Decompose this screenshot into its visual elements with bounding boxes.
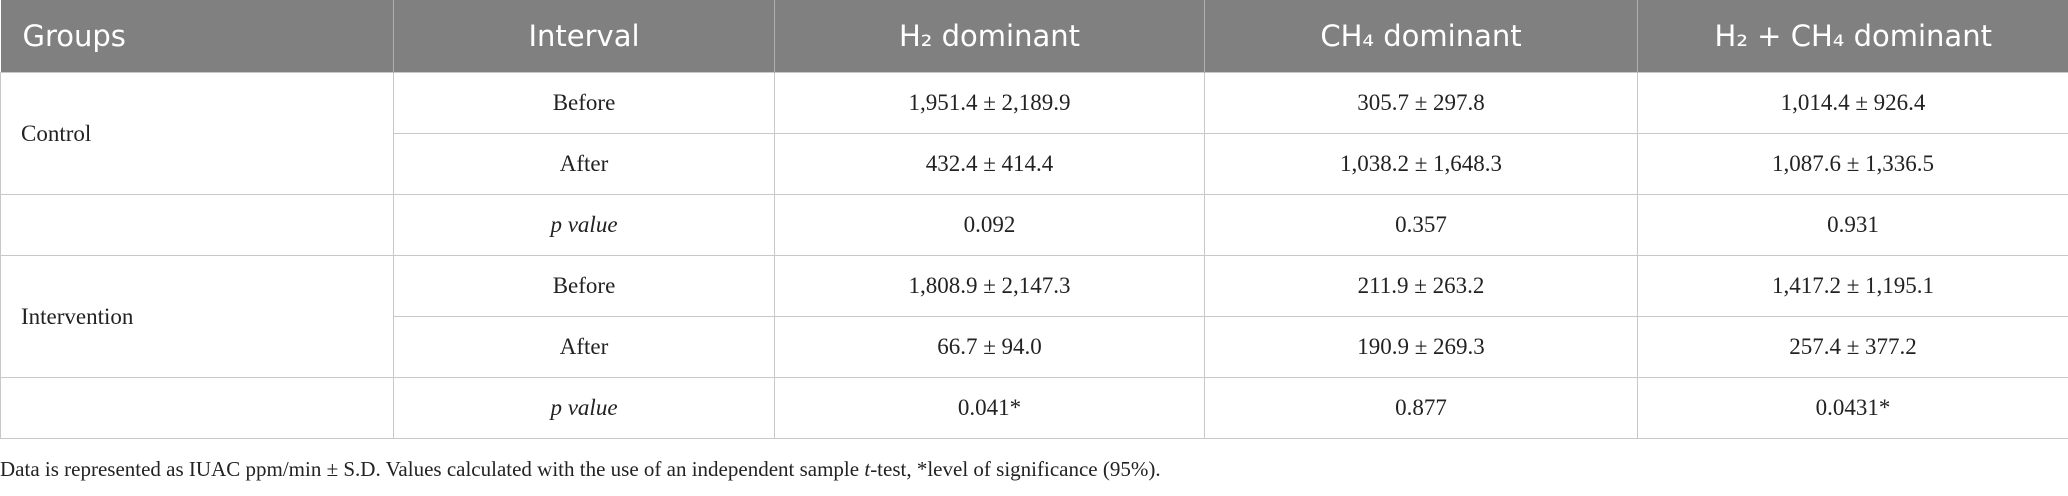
footnote-part: t	[864, 457, 871, 481]
interval-cell: Before	[393, 255, 775, 317]
value-cell: 1,417.2 ± 1,195.1	[1637, 255, 2068, 317]
text-part: value	[561, 212, 618, 237]
table-row: Intervention Before 1,808.9 ± 2,147.3 211.9…	[0, 255, 2068, 378]
header-cell: CH₄ dominant	[1204, 0, 1638, 73]
group-cell	[0, 377, 394, 439]
interval-cell: After	[393, 133, 775, 195]
data-table: Groups Interval H₂ dominant CH₄ dominant…	[0, 0, 2068, 439]
footnote-part: Data is represented as IUAC ppm/min ± S.…	[0, 457, 865, 481]
group-cell: Intervention	[0, 255, 394, 378]
value-cell: 257.4 ± 377.2	[1637, 316, 2068, 378]
value-cell: 0.092	[774, 194, 1205, 256]
value-cell: 432.4 ± 414.4	[774, 133, 1205, 195]
text-part: p	[550, 395, 562, 420]
header-row: Groups Interval H₂ dominant CH₄ dominant…	[0, 0, 2068, 73]
text-part: value	[561, 395, 618, 420]
interval-cell: Before	[393, 72, 775, 134]
value-cell: 305.7 ± 297.8	[1204, 72, 1638, 134]
value-cell: 1,087.6 ± 1,336.5	[1637, 133, 2068, 195]
value-cell: 0.0431*	[1637, 377, 2068, 439]
group-cell	[0, 194, 394, 256]
header-cell: H₂ dominant	[774, 0, 1205, 73]
value-cell: 0.357	[1204, 194, 1638, 256]
header-cell: H₂ + CH₄ dominant	[1637, 0, 2068, 73]
header-cell: Groups	[0, 0, 394, 73]
footnote: Data is represented as IUAC ppm/min ± S.…	[0, 457, 1161, 482]
header-cell: Interval	[393, 0, 775, 73]
value-cell: 1,038.2 ± 1,648.3	[1204, 133, 1638, 195]
value-cell: 190.9 ± 269.3	[1204, 316, 1638, 378]
footnote-part: -test, *level of significance (95%).	[870, 457, 1161, 481]
value-cell: 1,014.4 ± 926.4	[1637, 72, 2068, 134]
group-cell: Control	[0, 72, 394, 195]
interval-cell: After	[393, 316, 775, 378]
table-row: p value 0.092 0.357 0.931	[0, 194, 2068, 256]
value-cell: 1,951.4 ± 2,189.9	[774, 72, 1205, 134]
interval-cell: p value	[393, 194, 775, 256]
value-cell: 66.7 ± 94.0	[774, 316, 1205, 378]
value-cell: 0.877	[1204, 377, 1638, 439]
value-cell: 211.9 ± 263.2	[1204, 255, 1638, 317]
table-row: Control Before 1,951.4 ± 2,189.9 305.7 ± 29…	[0, 72, 2068, 195]
table-row: p value 0.041* 0.877 0.0431*	[0, 377, 2068, 439]
interval-cell: p value	[393, 377, 775, 439]
value-cell: 0.931	[1637, 194, 2068, 256]
value-cell: 1,808.9 ± 2,147.3	[774, 255, 1205, 317]
value-cell: 0.041*	[774, 377, 1205, 439]
text-part: p	[550, 212, 562, 237]
